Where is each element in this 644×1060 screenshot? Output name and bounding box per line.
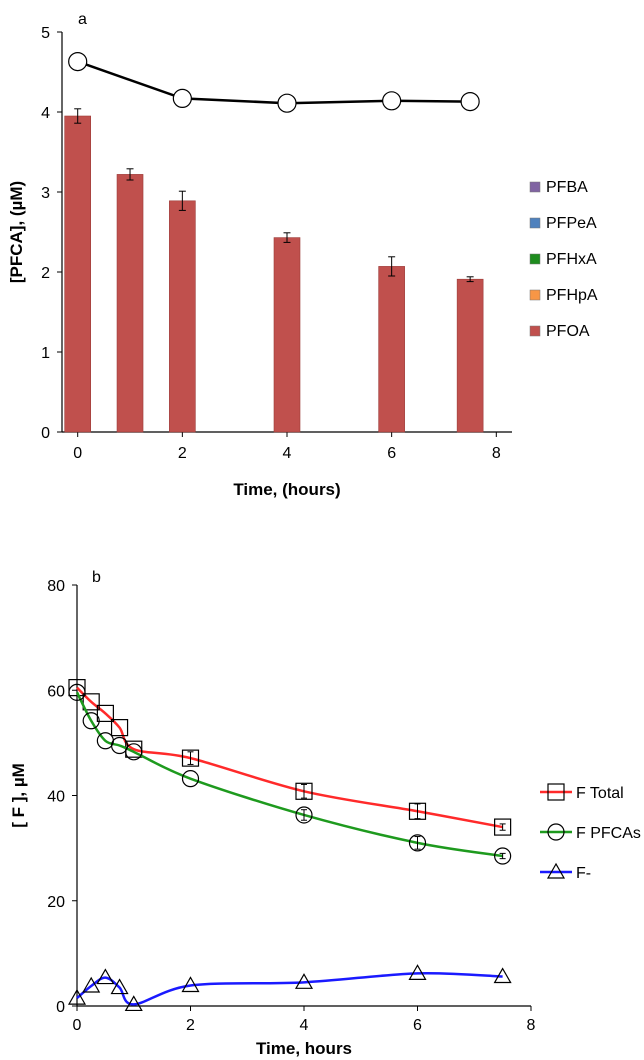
point-triangle — [67, 988, 87, 1005]
legend-label: PFHxA — [546, 251, 597, 268]
legend-swatch — [529, 289, 541, 301]
legend-label: PFOA — [546, 323, 590, 340]
y-tick-label: 1 — [41, 345, 50, 362]
total-point — [172, 88, 192, 109]
x-tick-label: 2 — [186, 1017, 195, 1034]
legend-label: F Total — [576, 785, 624, 802]
point-triangle — [408, 964, 427, 980]
x-tick-label: 4 — [283, 445, 292, 462]
x-tick-label: 2 — [178, 445, 187, 462]
x-tick-label: 6 — [413, 1017, 422, 1034]
point-circle — [110, 736, 129, 755]
chart-b: 0 20 40 60 80 0 2 4 6 8 Time, hours [ F ], µM b F Tot… — [9, 569, 641, 1058]
legend-swatch — [529, 181, 541, 193]
legend-marker — [546, 862, 566, 879]
point-square — [408, 802, 427, 820]
point-square — [181, 749, 200, 767]
y-tick-label: 0 — [56, 999, 65, 1016]
y-tick-label: 80 — [47, 578, 65, 595]
legend-label: F- — [576, 865, 591, 882]
bar-pfoa — [456, 278, 484, 433]
point-square — [110, 719, 129, 737]
panel-label: a — [78, 11, 87, 28]
x-tick-label: 0 — [73, 445, 82, 462]
total-point — [460, 91, 480, 112]
total-point — [277, 93, 297, 113]
x-axis-title: Time, (hours) — [233, 480, 340, 499]
point-triangle — [294, 973, 314, 989]
legend-swatch — [529, 325, 541, 337]
bar-pfoa — [169, 200, 196, 433]
legend-label: PFBA — [546, 179, 588, 196]
point-triangle — [110, 978, 129, 995]
y-tick-label: 2 — [41, 265, 50, 282]
series-line-1 — [75, 691, 503, 858]
x-axis-title: Time, hours — [256, 1039, 352, 1058]
x-tick-label: 8 — [492, 445, 501, 462]
point-circle — [408, 834, 427, 852]
point-triangle — [493, 967, 512, 984]
panel-label: b — [92, 569, 101, 586]
legend-label: PFHpA — [546, 287, 598, 304]
point-triangle — [181, 976, 200, 993]
y-tick-label: 4 — [41, 105, 50, 122]
x-tick-label: 6 — [387, 445, 396, 462]
point-triangle — [124, 995, 143, 1012]
y-tick-label: 60 — [47, 683, 65, 700]
y-axis-title: [PFCA], (µM) — [7, 181, 26, 283]
y-tick-label: 0 — [41, 425, 50, 442]
point-square — [68, 679, 86, 697]
point-circle — [82, 712, 100, 730]
series-line-2 — [76, 971, 503, 1006]
total-point — [382, 91, 402, 111]
y-tick-label: 20 — [47, 894, 65, 911]
total-point — [68, 51, 88, 72]
point-square — [82, 693, 100, 711]
x-tick-label: 0 — [73, 1017, 82, 1034]
legend-marker — [547, 823, 565, 841]
x-tick-label: 8 — [527, 1017, 536, 1034]
y-tick-label: 3 — [41, 185, 50, 202]
point-circle — [68, 683, 86, 701]
point-triangle — [96, 968, 115, 985]
y-tick-label: 40 — [47, 789, 65, 806]
point-square — [494, 818, 512, 836]
point-square — [295, 782, 313, 800]
bar-pfoa — [64, 115, 91, 433]
bar-pfoa — [273, 237, 301, 433]
x-tick-label: 4 — [300, 1017, 309, 1034]
point-circle — [125, 743, 143, 761]
bar-pfoa — [378, 266, 405, 433]
point-circle — [295, 806, 313, 824]
point-square — [96, 704, 114, 723]
y-tick-label: 5 — [41, 25, 50, 42]
bar-pfoa — [116, 174, 144, 433]
point-triangle — [82, 976, 101, 993]
chart-a: 0 1 2 3 4 5 0 2 4 6 8 Time, (hours) [PFCA], (µM) a PFB… — [7, 11, 598, 499]
legend-swatch — [529, 217, 541, 229]
point-circle — [181, 770, 200, 788]
total-line — [77, 60, 471, 105]
y-axis-title: [ F ], µM — [9, 763, 28, 828]
legend-label: F PFCAs — [576, 825, 641, 842]
point-circle — [494, 847, 512, 865]
legend-marker — [547, 783, 565, 801]
legend-swatch — [529, 253, 541, 265]
legend-label: PFPeA — [546, 215, 597, 232]
